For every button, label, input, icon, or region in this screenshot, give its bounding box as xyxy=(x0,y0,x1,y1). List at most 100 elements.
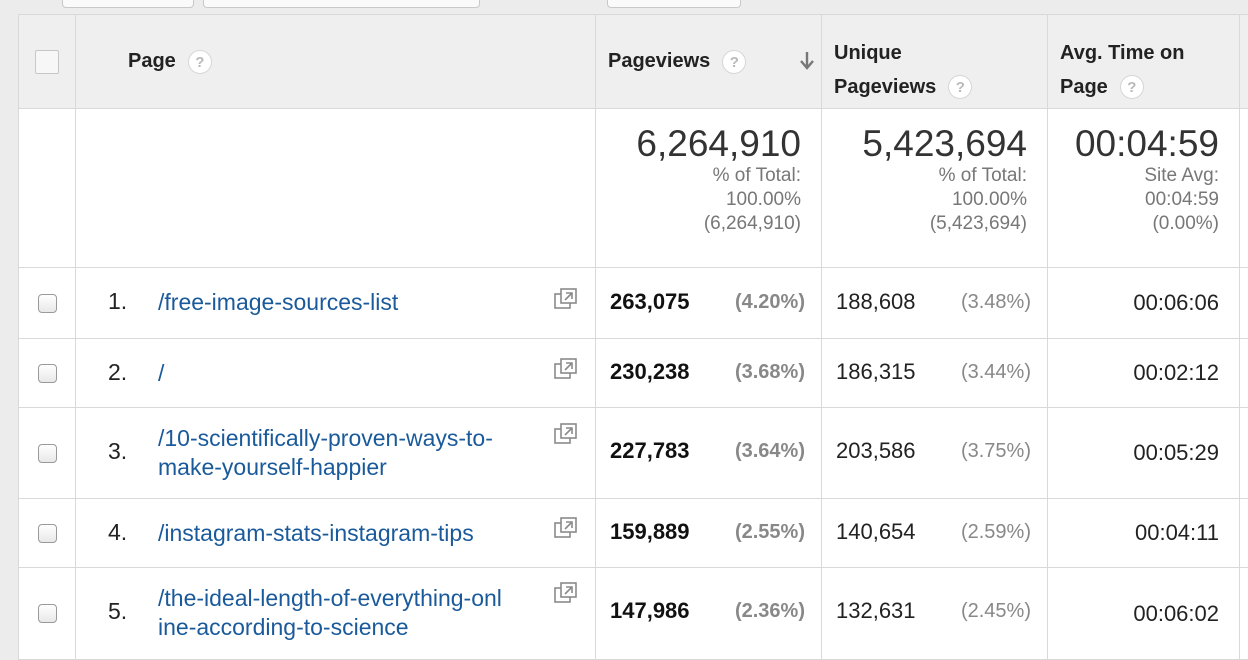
help-icon[interactable]: ? xyxy=(722,50,746,74)
page-cell: 2. / xyxy=(76,339,596,408)
open-external-icon[interactable] xyxy=(554,288,578,310)
unique-pageviews-cell: 186,315 (3.44%) xyxy=(822,339,1048,408)
row-rank: 4. xyxy=(108,519,127,546)
page-path-link[interactable]: /10-scientifically-proven-ways-to- make-… xyxy=(158,424,548,482)
summary-avg-pct: (0.00%) xyxy=(1048,212,1219,236)
overflow-cell xyxy=(1240,499,1248,568)
summary-overflow-cell xyxy=(1240,109,1248,268)
unique-pageviews-value: 203,586 xyxy=(836,438,916,464)
help-icon[interactable]: ? xyxy=(188,50,212,74)
overflow-cell xyxy=(1240,408,1248,499)
open-external-icon[interactable] xyxy=(554,423,578,445)
pageviews-cell: 227,783 (3.64%) xyxy=(596,408,822,499)
row-checkbox[interactable] xyxy=(38,294,57,313)
help-icon[interactable]: ? xyxy=(948,75,972,99)
pageviews-value: 230,238 xyxy=(610,359,690,385)
open-external-icon[interactable] xyxy=(554,358,578,380)
summary-pageviews-total: (6,264,910) xyxy=(596,212,801,236)
toolbar-button[interactable] xyxy=(203,0,480,8)
pageviews-cell: 147,986 (2.36%) xyxy=(596,568,822,660)
select-all-cell xyxy=(19,15,76,109)
summary-unique-label: % of Total: xyxy=(822,164,1027,188)
avg-time-value: 00:04:11 xyxy=(1048,499,1240,568)
page-path-link[interactable]: /the-ideal-length-of-everything-onl ine-… xyxy=(158,584,548,642)
summary-unique-pct: 100.00% xyxy=(822,188,1027,212)
summary-unique-total: (5,423,694) xyxy=(822,212,1027,236)
unique-pageviews-cell: 203,586 (3.75%) xyxy=(822,408,1048,499)
row-checkbox[interactable] xyxy=(38,444,57,463)
row-checkbox[interactable] xyxy=(38,364,57,383)
page-path-link[interactable]: / xyxy=(158,359,548,388)
avg-time-value: 00:02:12 xyxy=(1048,339,1240,408)
sort-descending-icon[interactable] xyxy=(799,51,815,71)
overflow-cell xyxy=(1240,268,1248,339)
page-path-line: make-yourself-happier xyxy=(158,453,548,482)
column-label-unique-line2: Pageviews xyxy=(834,76,936,98)
summary-pageviews: 6,264,910 % of Total: 100.00% (6,264,910… xyxy=(596,109,822,268)
column-header-avg-time[interactable]: Avg. Time on Page? xyxy=(1048,15,1240,109)
pageviews-value: 147,986 xyxy=(610,598,690,624)
select-all-checkbox[interactable] xyxy=(35,50,59,74)
pageviews-percent: (3.64%) xyxy=(735,440,805,463)
toolbar-button[interactable] xyxy=(62,0,194,8)
page-path-line: /the-ideal-length-of-everything-onl xyxy=(158,584,548,613)
row-checkbox-cell xyxy=(19,268,76,339)
pageviews-value: 263,075 xyxy=(610,289,690,315)
page-path-line: ine-according-to-science xyxy=(158,613,548,642)
row-rank: 2. xyxy=(108,359,127,386)
unique-pageviews-value: 132,631 xyxy=(836,598,916,624)
summary-avg-value: 00:04:59 xyxy=(1048,124,1219,164)
table-row: 5. /the-ideal-length-of-everything-onl i… xyxy=(19,568,1248,660)
column-label-pageviews: Pageviews xyxy=(608,50,710,72)
page-cell: 1. /free-image-sources-list xyxy=(76,268,596,339)
column-label-unique-line1: Unique xyxy=(834,36,1047,70)
table-row: 2. / 230,238 (3.68%) 186,315 (3.44%) 00:… xyxy=(19,339,1248,408)
unique-pageviews-percent: (2.59%) xyxy=(961,521,1031,544)
summary-row: 6,264,910 % of Total: 100.00% (6,264,910… xyxy=(19,109,1248,268)
unique-pageviews-percent: (3.48%) xyxy=(961,291,1031,314)
page-cell: 4. /instagram-stats-instagram-tips xyxy=(76,499,596,568)
avg-time-value: 00:06:06 xyxy=(1048,268,1240,339)
page-path-line: /instagram-stats-instagram-tips xyxy=(158,520,474,546)
open-external-icon[interactable] xyxy=(554,517,578,539)
summary-empty-cell xyxy=(19,109,76,268)
unique-pageviews-cell: 140,654 (2.59%) xyxy=(822,499,1048,568)
unique-pageviews-cell: 132,631 (2.45%) xyxy=(822,568,1048,660)
page-path-line: /free-image-sources-list xyxy=(158,289,398,315)
column-header-unique-pageviews[interactable]: Unique Pageviews? xyxy=(822,15,1048,109)
row-checkbox-cell xyxy=(19,499,76,568)
page-cell: 5. /the-ideal-length-of-everything-onl i… xyxy=(76,568,596,660)
row-checkbox[interactable] xyxy=(38,604,57,623)
row-rank: 1. xyxy=(108,288,127,315)
summary-pageviews-value: 6,264,910 xyxy=(596,124,801,164)
row-checkbox[interactable] xyxy=(38,524,57,543)
summary-unique-value: 5,423,694 xyxy=(822,124,1027,164)
unique-pageviews-percent: (3.75%) xyxy=(961,440,1031,463)
column-header-page[interactable]: Page? xyxy=(76,15,596,109)
row-rank: 3. xyxy=(108,438,127,465)
page-path-link[interactable]: /free-image-sources-list xyxy=(158,288,548,317)
column-label-avg-line2: Page xyxy=(1060,76,1108,98)
toolbar-strip xyxy=(0,0,1248,14)
page-path-link[interactable]: /instagram-stats-instagram-tips xyxy=(158,519,548,548)
pageviews-percent: (2.55%) xyxy=(735,521,805,544)
unique-pageviews-value: 188,608 xyxy=(836,289,916,315)
summary-empty-cell xyxy=(76,109,596,268)
pageviews-cell: 230,238 (3.68%) xyxy=(596,339,822,408)
summary-avg-site: 00:04:59 xyxy=(1048,188,1219,212)
row-checkbox-cell xyxy=(19,339,76,408)
table-row: 1. /free-image-sources-list 263,075 (4.2… xyxy=(19,268,1248,339)
overflow-cell xyxy=(1240,568,1248,660)
header-row: Page? Pageviews? Unique Pageviews? xyxy=(19,15,1248,109)
avg-time-value: 00:06:02 xyxy=(1048,568,1240,660)
pageviews-cell: 159,889 (2.55%) xyxy=(596,499,822,568)
help-icon[interactable]: ? xyxy=(1120,75,1144,99)
pageviews-value: 159,889 xyxy=(610,519,690,545)
row-checkbox-cell xyxy=(19,408,76,499)
column-label-avg-line1: Avg. Time on xyxy=(1060,36,1239,70)
open-external-icon[interactable] xyxy=(554,582,578,604)
toolbar-button[interactable] xyxy=(607,0,741,8)
overflow-cell xyxy=(1240,339,1248,408)
column-header-pageviews[interactable]: Pageviews? xyxy=(596,15,822,109)
row-rank: 5. xyxy=(108,598,127,625)
